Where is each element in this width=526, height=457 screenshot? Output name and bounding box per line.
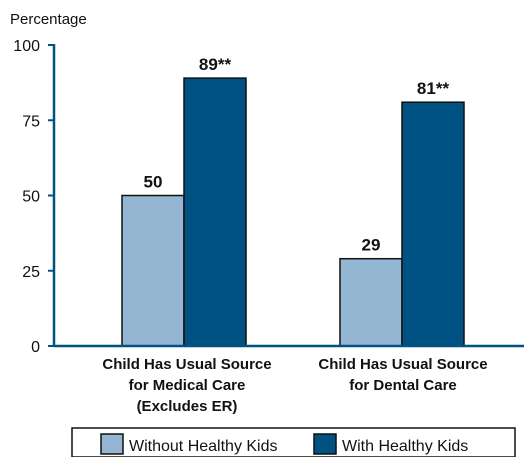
y-tick-label: 50 [22, 189, 40, 206]
bar-with-healthy-kids-2 [402, 102, 464, 346]
category-label: for Dental Care [349, 377, 457, 394]
y-tick-label: 100 [13, 38, 40, 55]
legend-label-without-healthy-kids: Without Healthy Kids [129, 438, 278, 455]
data-label: 89** [199, 55, 232, 74]
legend-swatch-with-healthy-kids [314, 434, 336, 454]
legend-swatch-without-healthy-kids [101, 434, 123, 454]
data-label: 81** [417, 79, 450, 98]
data-label: 50 [144, 173, 163, 192]
category-label: Child Has Usual Source [102, 356, 271, 373]
legend-label-with-healthy-kids: With Healthy Kids [342, 438, 468, 455]
bar-with-healthy-kids-1 [184, 78, 246, 346]
y-tick-label: 75 [22, 113, 40, 130]
bars [122, 78, 464, 346]
y-ticks: 0 25 50 75 100 [13, 38, 54, 356]
category-labels: Child Has Usual Source for Medical Care (E… [102, 356, 487, 415]
y-tick-label: 0 [31, 339, 40, 356]
category-label: Child Has Usual Source [318, 356, 487, 373]
category-label: for Medical Care [129, 377, 246, 394]
category-label: (Excludes ER) [137, 398, 238, 415]
legend: Without Healthy Kids With Healthy Kids [72, 428, 515, 457]
y-tick-label: 25 [22, 264, 40, 281]
y-axis-label: Percentage [10, 11, 87, 28]
data-label: 29 [362, 236, 381, 255]
bar-without-healthy-kids-1 [122, 196, 184, 347]
bar-without-healthy-kids-2 [340, 259, 402, 346]
